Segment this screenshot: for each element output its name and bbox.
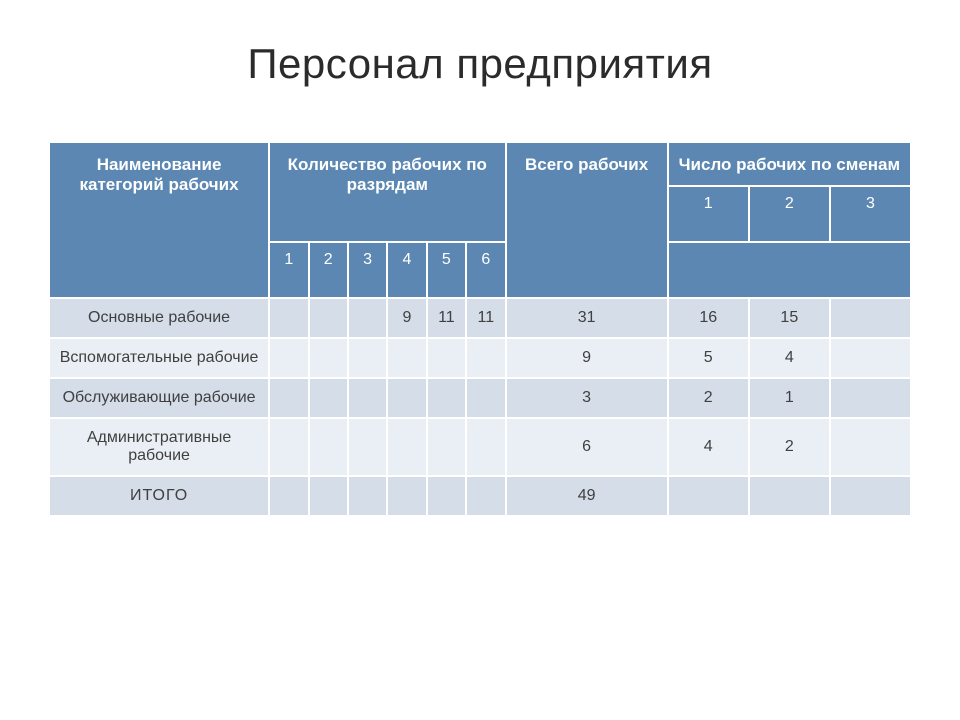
cell-shift: 1 [749,378,830,418]
cell-label: ИТОГО [49,476,269,516]
col-header-by-rank: Количество рабочих по разрядам [269,142,505,243]
cell-label: Основные рабочие [49,298,269,338]
col-subheader-rank: 3 [348,242,387,298]
cell-shift: 5 [668,338,749,378]
cell-shift [830,418,911,476]
cell-rank [427,338,466,378]
cell-rank [269,476,308,516]
personnel-table: Наименование категорий рабочих Количеств… [48,140,912,517]
cell-rank [269,338,308,378]
cell-shift [749,476,830,516]
cell-label: Административные рабочие [49,418,269,476]
cell-rank [466,338,505,378]
cell-rank [427,418,466,476]
cell-rank [309,476,348,516]
cell-total: 31 [506,298,668,338]
cell-shift: 16 [668,298,749,338]
cell-rank [348,338,387,378]
cell-rank [387,378,426,418]
cell-rank [387,476,426,516]
cell-shift: 4 [749,338,830,378]
col-subheader-shift: 1 [668,186,749,242]
cell-rank [387,418,426,476]
cell-total: 9 [506,338,668,378]
col-header-total: Всего рабочих [506,142,668,299]
cell-shift [830,298,911,338]
page-title: Персонал предприятия [48,40,912,88]
table-row-total: ИТОГО 49 [49,476,911,516]
cell-shift: 4 [668,418,749,476]
cell-shift [830,378,911,418]
cell-shift [668,476,749,516]
table-row: Основные рабочие 9 11 11 31 16 15 [49,298,911,338]
col-subheader-shift-spacer [668,242,911,298]
col-subheader-rank: 5 [427,242,466,298]
cell-label: Вспомогательные рабочие [49,338,269,378]
cell-rank [348,378,387,418]
cell-total: 49 [506,476,668,516]
cell-shift [830,476,911,516]
cell-rank [348,298,387,338]
cell-shift [830,338,911,378]
cell-shift: 2 [749,418,830,476]
cell-rank [309,418,348,476]
cell-rank [466,418,505,476]
cell-total: 3 [506,378,668,418]
cell-rank [466,378,505,418]
cell-rank: 11 [427,298,466,338]
cell-rank [309,338,348,378]
table-row: Вспомогательные рабочие 9 5 4 [49,338,911,378]
slide: Персонал предприятия Наименование катего… [0,0,960,720]
cell-shift: 2 [668,378,749,418]
cell-shift: 15 [749,298,830,338]
cell-rank [466,476,505,516]
table-body: Основные рабочие 9 11 11 31 16 15 Вспомо… [49,298,911,516]
cell-rank [269,378,308,418]
col-subheader-shift: 2 [749,186,830,242]
col-header-category: Наименование категорий рабочих [49,142,269,299]
table-header: Наименование категорий рабочих Количеств… [49,142,911,299]
cell-total: 6 [506,418,668,476]
cell-rank [387,338,426,378]
col-subheader-rank: 6 [466,242,505,298]
col-subheader-rank: 2 [309,242,348,298]
cell-rank [427,378,466,418]
col-subheader-rank: 1 [269,242,308,298]
col-header-by-shift: Число рабочих по сменам [668,142,911,187]
cell-rank [269,298,308,338]
cell-rank [348,476,387,516]
cell-rank [309,378,348,418]
cell-rank [309,298,348,338]
cell-label: Обслуживающие рабочие [49,378,269,418]
cell-rank: 9 [387,298,426,338]
table-row: Обслуживающие рабочие 3 2 1 [49,378,911,418]
col-subheader-shift: 3 [830,186,911,242]
table-row: Административные рабочие 6 4 2 [49,418,911,476]
cell-rank [348,418,387,476]
cell-rank [427,476,466,516]
cell-rank [269,418,308,476]
col-subheader-rank: 4 [387,242,426,298]
cell-rank: 11 [466,298,505,338]
